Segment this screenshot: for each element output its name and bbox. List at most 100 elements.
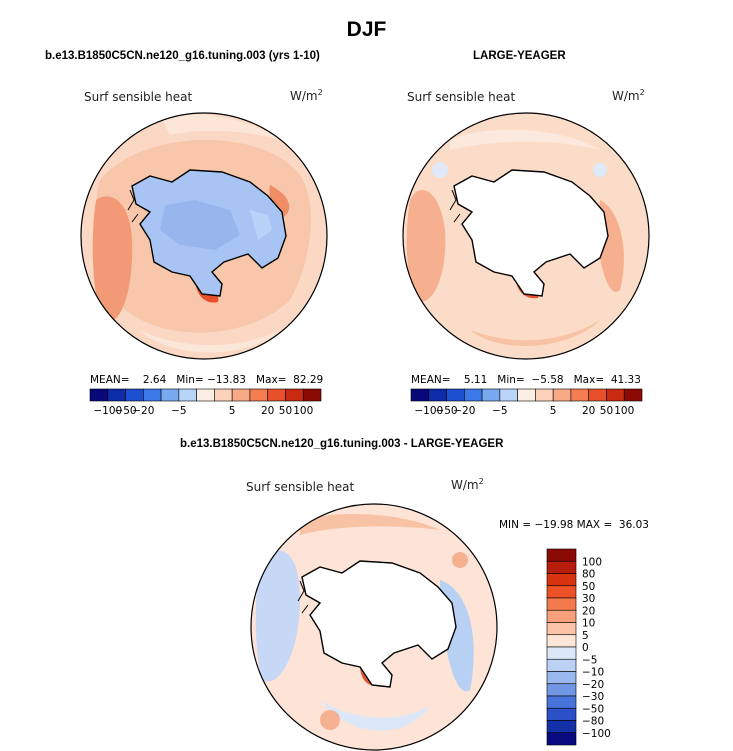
panel2-max-value: 41.33 [610,374,641,386]
colorbar1-swatch-10 [267,388,286,402]
colorbar3-tick-label: 0 [582,642,589,654]
colorbar1-tick-label: −5 [171,405,186,417]
panel2-units-exponent: 2 [639,88,645,97]
panel2-mean-label: MEAN= [411,374,451,386]
panel1-min-value: −13.83 [207,374,246,386]
colorbar3-swatch-3 [546,585,577,599]
panel1-max-value: 82.29 [293,374,324,386]
colorbar2-swatch-10 [588,388,607,402]
colorbar1-swatch-3 [143,388,162,402]
colorbar3-tick-label: 30 [582,593,595,605]
colorbar1-swatch-6 [196,388,215,402]
colorbar1-tick-label: 20 [261,405,274,417]
colorbar2-swatch-8 [552,388,572,402]
colorbar1-tick-label: 50 [279,405,292,417]
colorbar3-swatch-12 [546,695,577,709]
map2-antarctica [449,169,609,297]
colorbar2-swatch-3 [464,388,483,402]
colorbar1-swatch-9 [249,388,268,402]
colorbar3-swatch-6 [546,622,577,636]
panel1-units: W/m [290,89,318,103]
colorbar3-tick-label: −80 [582,716,604,728]
map1-boundary [80,112,328,360]
colorbar3-tick-label: −100 [582,728,611,740]
colorbar1-tick-label: −100 [93,405,122,417]
colorbar3-tick-label: −50 [582,703,604,715]
colorbar1-swatch-8 [231,388,251,402]
colorbar1-swatch-7 [214,388,233,402]
panel2-subtitle: LARGE-YEAGER [473,50,566,62]
colorbar2-swatch-11 [606,388,625,402]
colorbar1-tick-label: −20 [132,405,154,417]
colorbar2-tick-label: 100 [614,405,634,417]
colorbar2-swatch-2 [446,388,465,402]
colorbar3-tick-label: −5 [582,654,597,666]
colorbar1-swatch-5 [178,388,197,402]
colorbar2-tick-label: 5 [550,405,557,417]
panel3-units-label: W/m2 [451,477,484,492]
map1-antarctica [127,169,287,297]
panel1-stats: MEAN= 2.64 Min= −13.83 Max= 82.29 [90,374,323,386]
colorbar2-swatch-1 [428,388,447,402]
colorbar3-swatch-10 [546,671,577,685]
panel2-units: W/m [612,89,640,103]
colorbar3-swatch-13 [546,707,577,721]
colorbar2-swatch-0 [410,388,430,402]
panel2-units-label: W/m2 [612,88,645,103]
colorbar3-tick-label: 100 [582,556,602,568]
colorbar3-tick-label: 80 [582,569,595,581]
colorbar3-swatch-1 [546,560,577,574]
colorbar2-swatch-12 [623,388,643,402]
colorbar2-tick-label: −5 [492,405,507,417]
colorbar2-tick-label: 20 [582,405,595,417]
map3-boundary [250,503,498,751]
colorbar1-tick-label: −50 [114,405,136,417]
colorbar1-swatch-1 [107,388,126,402]
colorbar1-tick-label: 100 [293,405,313,417]
colorbar3-tick-label: −30 [582,691,604,703]
colorbar2-tick-label: 50 [600,405,613,417]
colorbar3-swatch-7 [546,634,577,648]
panel1-mean-value: 2.64 [142,374,167,386]
colorbar3-tick-label: −20 [582,679,604,691]
colorbar3-swatch-2 [546,573,577,587]
colorbar3-swatch-0 [546,548,577,562]
colorbar3-tick-label: 10 [582,618,595,630]
colorbar3-swatch-9 [546,658,577,672]
colorbar3-swatch-14 [546,720,577,734]
colorbar2-swatch-7 [535,388,554,402]
colorbar2-tick-label: −100 [414,405,443,417]
colorbar1-swatch-12 [302,388,322,402]
colorbar3-tick-label: 5 [582,630,589,642]
panel2-min-value: −5.58 [531,374,564,386]
panel2-max-label: Max= [573,374,605,386]
colorbar1-swatch-4 [160,388,180,402]
colorbar3-tick-label: 20 [582,605,595,617]
map1-field [81,113,327,359]
map2-field [403,113,649,359]
panel1-min-label: Min= [176,374,204,386]
colorbar2-swatch-4 [481,388,501,402]
colorbar2-swatch-6 [517,388,536,402]
panel3-units-exponent: 2 [478,477,484,486]
colorbar2-swatch-9 [570,388,589,402]
colorbar3-swatch-8 [546,646,577,660]
panel1-units-label: W/m2 [290,88,323,103]
panel2-variable-label: Surf sensible heat [407,90,516,104]
panel2-stats: MEAN= 5.11 Min= −5.58 Max= 41.33 [411,374,641,386]
panel3-variable-label: Surf sensible heat [246,480,355,494]
colorbar1-swatch-2 [125,388,144,402]
colorbar2-tick-label: −20 [453,405,475,417]
colorbar3-swatch-11 [546,683,577,697]
panel2-mean-value: 5.11 [463,374,488,386]
colorbar3-swatch-4 [546,597,577,611]
panel3-stats: MIN = −19.98 MAX = 36.03 [499,519,649,531]
colorbar3-tick-label: 50 [582,581,595,593]
colorbar3-swatch-15 [546,732,577,746]
panel3-units: W/m [451,478,479,492]
panel1-max-label: Max= [255,374,287,386]
colorbar2-swatch-5 [499,388,518,402]
map3-field [251,504,497,750]
panel1-mean-label: MEAN= [90,374,130,386]
map3-antarctica [297,560,457,688]
